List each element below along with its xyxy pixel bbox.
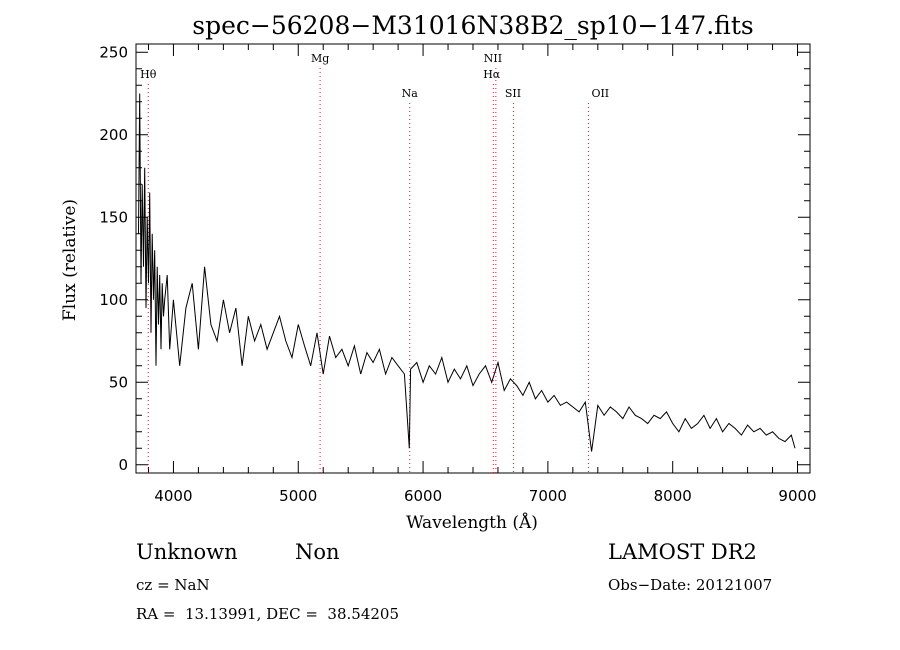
y-tick-label: 50 — [109, 373, 128, 391]
plot-frame — [135, 43, 811, 474]
ra-dec-coordinates: RA = 13.13991, DEC = 38.54205 — [136, 605, 400, 623]
spectral-line-label: NII — [484, 52, 502, 65]
spectrum-line — [138, 93, 796, 452]
spectral-line-label: Hθ — [140, 68, 157, 81]
chart-title: spec−56208−M31016N38B2_sp10−147.fits — [192, 11, 753, 40]
redshift-cz: cz = NaN — [136, 576, 210, 594]
spectral-line-label: Hα — [483, 68, 501, 81]
x-tick-label: 9000 — [778, 487, 816, 505]
spectral-line-label: Na — [402, 87, 419, 100]
x-tick-label: 4000 — [154, 487, 192, 505]
y-tick-label: 200 — [99, 126, 128, 144]
x-tick-label: 8000 — [654, 487, 692, 505]
object-subclass: Non — [295, 540, 340, 564]
spectral-line-label: Mg — [311, 52, 329, 65]
y-tick-label: 0 — [118, 456, 128, 474]
x-tick-label: 6000 — [404, 487, 442, 505]
object-class: Unknown — [136, 540, 238, 564]
y-tick-label: 150 — [99, 208, 128, 226]
y-tick-label: 100 — [99, 291, 128, 309]
survey-name: LAMOST DR2 — [608, 540, 757, 564]
spectral-line-label: OII — [591, 87, 609, 100]
y-axis-label: Flux (relative) — [60, 199, 80, 321]
x-tick-label: 7000 — [529, 487, 567, 505]
x-tick-label: 5000 — [279, 487, 317, 505]
observation-date: Obs−Date: 20121007 — [608, 576, 773, 594]
x-axis-label: Wavelength (Å) — [406, 512, 538, 533]
y-tick-label: 250 — [99, 43, 128, 61]
spectral-line-label: SII — [505, 87, 521, 100]
